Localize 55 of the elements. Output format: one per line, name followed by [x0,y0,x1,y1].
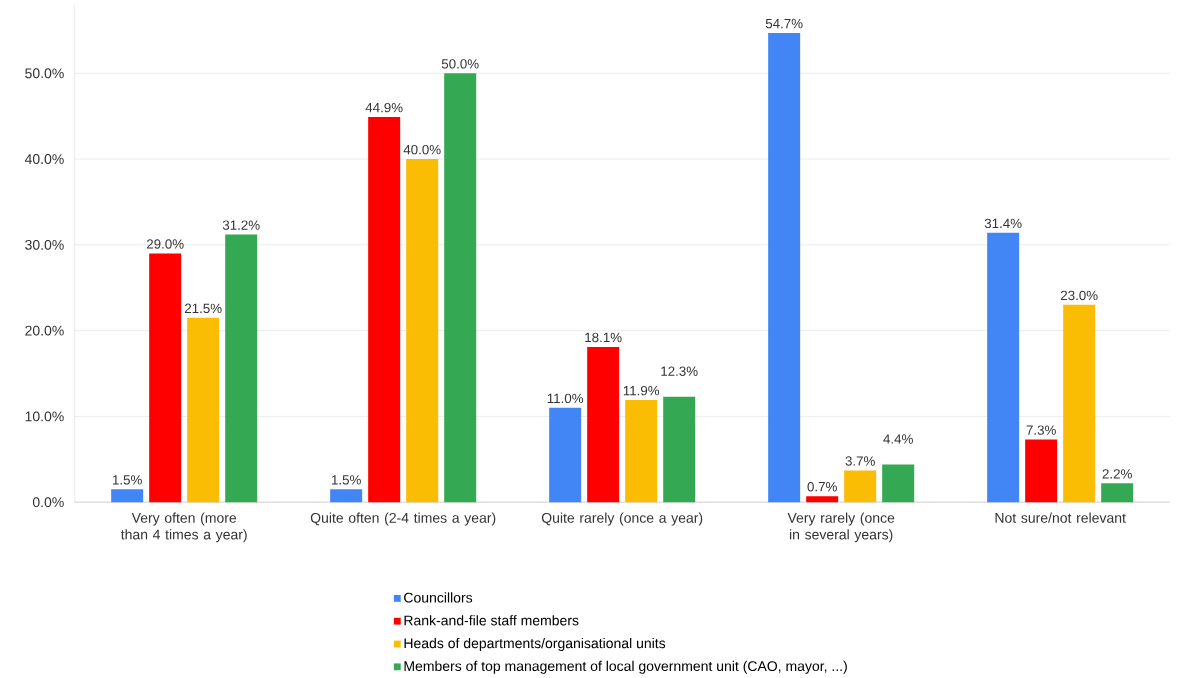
x-tick-label: Not sure/not relevant [995,512,1126,524]
y-tick-label: 40.0% [24,154,64,165]
x-tick-label: Very often (more than 4 times a year) [120,512,247,543]
data-label: 2.2% [1102,469,1132,479]
data-label: 4.4% [883,434,913,444]
bar [149,253,182,503]
data-label: 21.5% [184,303,222,314]
bar [663,396,696,503]
bar [844,470,877,503]
data-label: 18.1% [585,332,622,343]
bar [587,347,620,503]
data-label: 31.4% [984,218,1022,229]
bar [187,317,220,503]
bar [882,464,915,503]
legend-label: Rank-and-file staff members [404,615,579,626]
y-tick-label: 50.0% [25,68,64,79]
data-label: 29.0% [146,239,184,249]
data-label: 31.2% [222,220,260,231]
data-label: 0.7% [807,482,837,492]
bar [806,496,839,503]
data-label: 1.5% [113,475,142,485]
data-label: 1.5% [331,475,361,485]
bar [1063,305,1096,503]
data-label: 11.9% [623,386,660,396]
y-tick-label: 10.0% [25,411,64,422]
data-label: 12.3% [661,366,698,377]
bar [625,400,658,503]
legend-label: Heads of departments/organisational units [404,638,666,652]
x-tick-label: Very rarely (once in several years) [787,512,895,543]
data-label: 40.0% [403,145,441,155]
legend-label: Councillors [404,592,473,603]
data-label: 11.0% [547,393,584,404]
bar [368,117,401,503]
data-label: 44.9% [365,103,403,113]
bar [406,159,439,503]
y-tick-label: 30.0% [25,240,64,251]
bar [1101,483,1134,503]
bar [111,489,144,503]
data-label: 54.7% [765,19,803,29]
bar [768,33,801,503]
bar [549,408,582,503]
data-label: 3.7% [845,456,875,466]
data-label: 23.0% [1060,290,1098,301]
y-tick-label: 20.0% [25,325,64,336]
x-tick-label: Quite often (2-4 times a year) [310,512,496,526]
bar [987,233,1020,503]
x-tick-label: Quite rarely (once a year) [541,512,703,526]
data-label: 7.3% [1026,425,1056,436]
data-label: 50.0% [441,59,479,69]
legend-label: Members of top management of local government unit (CAO, mayor, ...) [404,661,847,675]
y-tick-label: 0.0% [32,497,64,508]
bar [225,234,258,503]
bar [330,489,363,503]
bar [1025,439,1058,503]
bar [444,73,477,503]
